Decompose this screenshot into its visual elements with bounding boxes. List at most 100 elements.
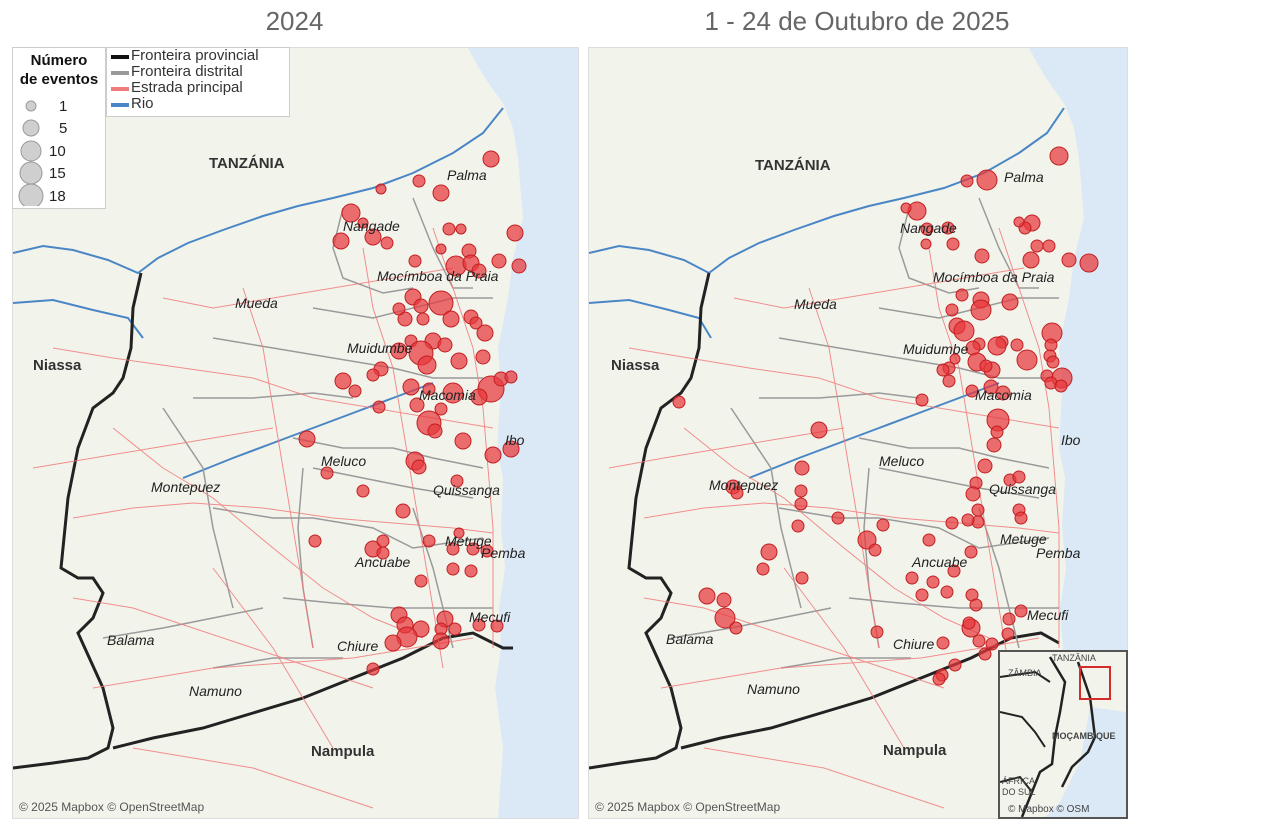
event-marker[interactable]: [698, 587, 716, 605]
event-marker[interactable]: [964, 545, 978, 559]
event-marker[interactable]: [794, 484, 808, 498]
event-marker[interactable]: [978, 647, 992, 661]
event-marker[interactable]: [506, 224, 524, 242]
event-marker[interactable]: [672, 395, 686, 409]
event-marker[interactable]: [450, 352, 468, 370]
event-marker[interactable]: [455, 223, 467, 235]
event-marker[interactable]: [955, 288, 969, 302]
event-marker[interactable]: [972, 634, 986, 648]
event-marker[interactable]: [977, 458, 993, 474]
event-marker[interactable]: [376, 546, 390, 560]
event-marker[interactable]: [422, 534, 436, 548]
event-marker[interactable]: [348, 384, 362, 398]
event-marker[interactable]: [1002, 612, 1016, 626]
event-marker[interactable]: [831, 511, 845, 525]
event-marker[interactable]: [490, 619, 504, 633]
event-marker[interactable]: [970, 299, 992, 321]
event-marker[interactable]: [364, 228, 382, 246]
event-marker[interactable]: [413, 298, 429, 314]
event-marker[interactable]: [941, 221, 955, 235]
event-marker[interactable]: [960, 174, 974, 188]
event-marker[interactable]: [905, 571, 919, 585]
event-marker[interactable]: [332, 232, 350, 250]
event-marker[interactable]: [432, 184, 450, 202]
event-marker[interactable]: [940, 585, 954, 599]
event-marker[interactable]: [366, 368, 380, 382]
event-marker[interactable]: [1001, 627, 1015, 641]
event-marker[interactable]: [298, 430, 316, 448]
event-marker[interactable]: [965, 384, 979, 398]
event-marker[interactable]: [987, 336, 1007, 356]
event-marker[interactable]: [502, 440, 520, 458]
event-marker[interactable]: [435, 243, 447, 255]
event-marker[interactable]: [372, 400, 386, 414]
event-marker[interactable]: [475, 349, 491, 365]
event-marker[interactable]: [1001, 293, 1019, 311]
event-marker[interactable]: [1016, 349, 1038, 371]
event-marker[interactable]: [961, 513, 975, 527]
event-marker[interactable]: [320, 466, 334, 480]
event-marker[interactable]: [1022, 251, 1040, 269]
event-marker[interactable]: [1012, 470, 1026, 484]
event-marker[interactable]: [434, 402, 448, 416]
event-marker[interactable]: [946, 237, 960, 251]
event-marker[interactable]: [392, 302, 406, 316]
event-marker[interactable]: [422, 382, 436, 396]
event-marker[interactable]: [945, 516, 959, 530]
event-marker[interactable]: [469, 316, 483, 330]
event-marker[interactable]: [990, 425, 1004, 439]
event-marker[interactable]: [868, 543, 882, 557]
event-marker[interactable]: [411, 459, 427, 475]
event-marker[interactable]: [504, 370, 518, 384]
event-marker[interactable]: [356, 484, 370, 498]
event-marker[interactable]: [472, 618, 486, 632]
event-marker[interactable]: [936, 636, 950, 650]
event-marker[interactable]: [949, 353, 961, 365]
event-marker[interactable]: [442, 382, 464, 404]
event-marker[interactable]: [402, 378, 420, 396]
event-marker[interactable]: [480, 544, 494, 558]
event-marker[interactable]: [953, 320, 975, 342]
event-marker[interactable]: [876, 518, 890, 532]
event-marker[interactable]: [448, 622, 462, 636]
event-marker[interactable]: [397, 311, 413, 327]
map-attribution[interactable]: © 2025 Mapbox © OpenStreetMap: [19, 800, 205, 814]
event-marker[interactable]: [810, 421, 828, 439]
event-marker[interactable]: [947, 564, 961, 578]
event-marker[interactable]: [464, 564, 478, 578]
event-marker[interactable]: [760, 543, 778, 561]
event-marker[interactable]: [716, 592, 732, 608]
event-marker[interactable]: [341, 203, 361, 223]
event-marker[interactable]: [334, 372, 352, 390]
event-marker[interactable]: [907, 201, 927, 221]
event-marker[interactable]: [476, 324, 494, 342]
event-marker[interactable]: [756, 562, 770, 576]
event-marker[interactable]: [384, 634, 402, 652]
event-marker[interactable]: [986, 437, 1002, 453]
event-marker[interactable]: [915, 393, 929, 407]
event-marker[interactable]: [414, 574, 428, 588]
event-marker[interactable]: [1046, 355, 1060, 369]
event-marker[interactable]: [962, 616, 976, 630]
event-marker[interactable]: [974, 248, 990, 264]
event-marker[interactable]: [442, 222, 456, 236]
event-marker[interactable]: [1049, 146, 1069, 166]
event-marker[interactable]: [409, 397, 425, 413]
event-marker[interactable]: [979, 359, 993, 373]
event-marker[interactable]: [412, 174, 426, 188]
inset-attribution[interactable]: © Mapbox © OSM: [1008, 804, 1090, 815]
event-marker[interactable]: [442, 310, 460, 328]
event-marker[interactable]: [948, 658, 962, 672]
event-marker[interactable]: [900, 202, 912, 214]
event-marker[interactable]: [511, 258, 527, 274]
event-marker[interactable]: [446, 542, 460, 556]
event-marker[interactable]: [915, 588, 929, 602]
event-marker[interactable]: [376, 534, 390, 548]
event-marker[interactable]: [1042, 239, 1056, 253]
event-marker[interactable]: [471, 263, 487, 279]
event-marker[interactable]: [1013, 216, 1025, 228]
event-marker[interactable]: [926, 575, 940, 589]
event-marker[interactable]: [870, 625, 884, 639]
map-panel-2024[interactable]: TANZÁNIA Niassa Nampula Palma Nangade Mo…: [12, 47, 579, 819]
event-marker[interactable]: [1014, 604, 1028, 618]
